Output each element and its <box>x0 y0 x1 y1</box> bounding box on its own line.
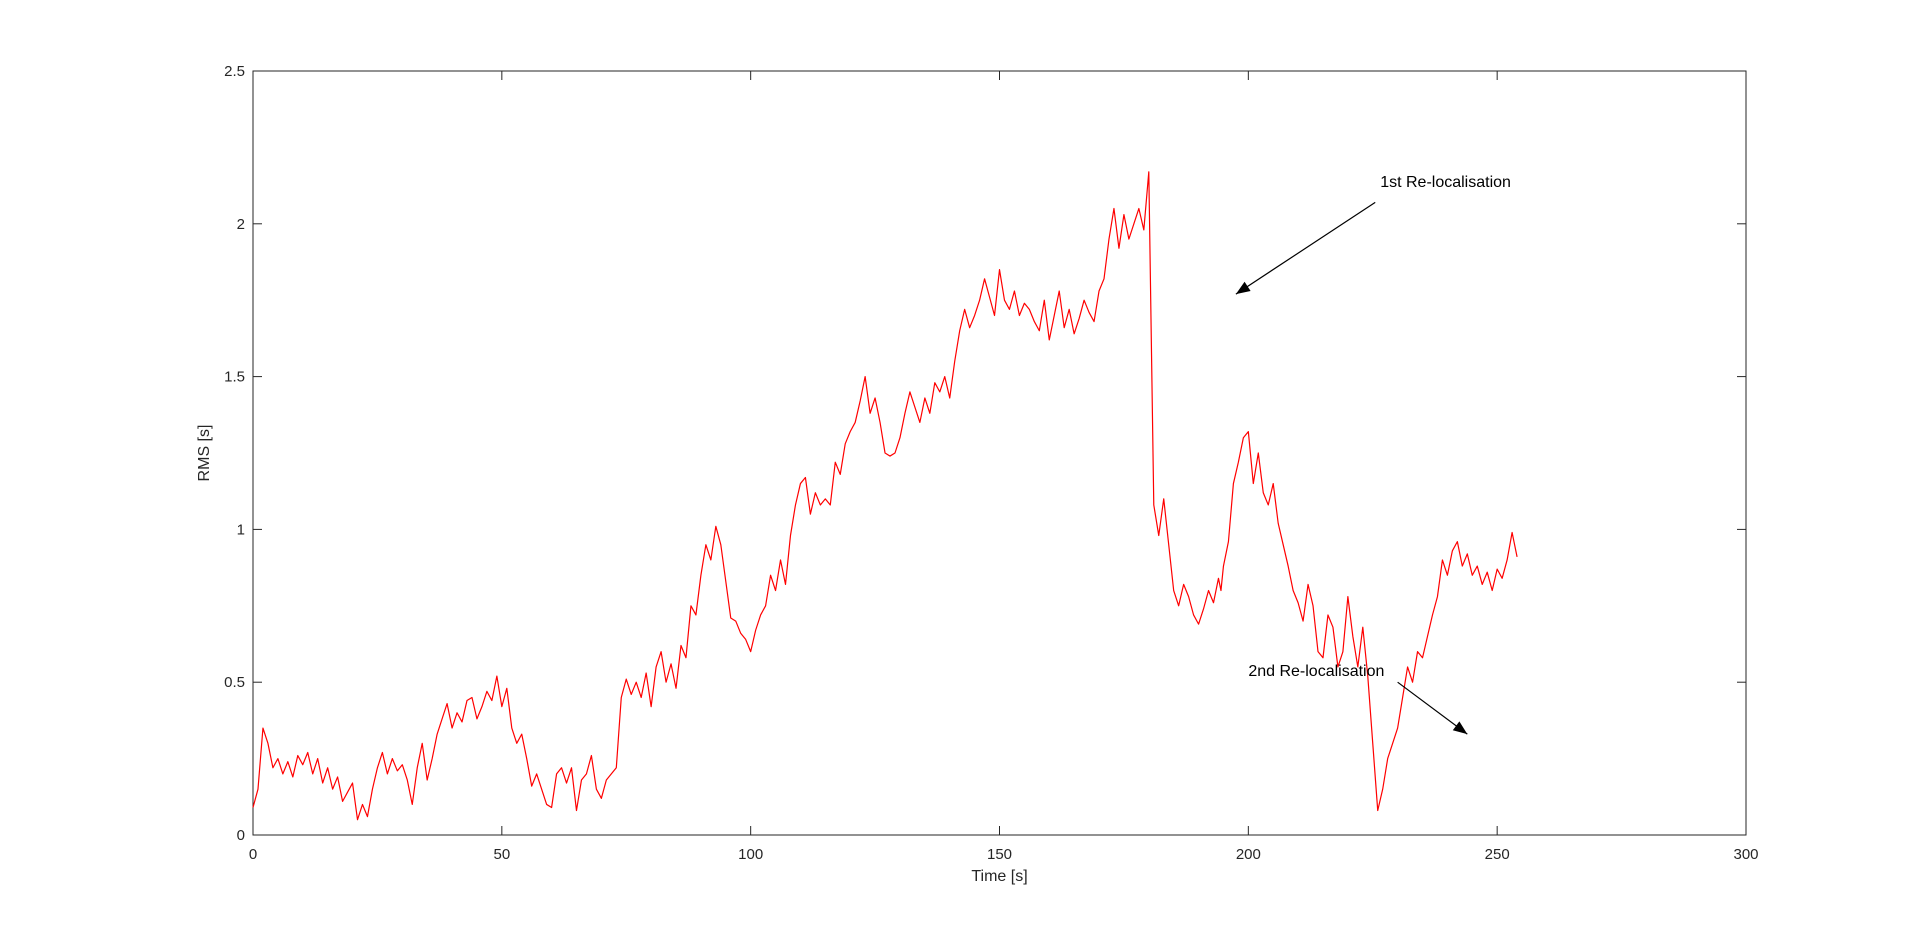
annotation-text: 1st Re-localisation <box>1380 174 1511 191</box>
x-axis-label: Time [s] <box>971 868 1027 885</box>
series-layer <box>252 171 1518 821</box>
y-axis-label: RMS [s] <box>196 425 213 482</box>
x-tick-label: 300 <box>1733 846 1758 863</box>
annotation-arrow-head <box>1452 721 1468 735</box>
plot-area <box>252 70 1747 836</box>
x-tick-label: 150 <box>987 846 1012 863</box>
y-tick-label: 2 <box>237 216 245 233</box>
annotation-arrow-head <box>1235 281 1251 295</box>
annotation-text: 2nd Re-localisation <box>1248 663 1384 680</box>
x-tick-label: 0 <box>249 846 257 863</box>
y-tick-label: 1 <box>237 521 245 538</box>
y-tick-label: 1.5 <box>224 369 245 386</box>
x-tick-label: 100 <box>738 846 763 863</box>
x-tick-label: 250 <box>1485 846 1510 863</box>
y-tick-label: 2.5 <box>224 63 245 80</box>
series-line-rms <box>252 171 1518 821</box>
axis-ticks: 0 50 100 150 200 250 300 0 0.5 1 1.5 2 2.5 <box>224 63 1758 863</box>
annotations: 1st Re-localisation 2nd Re-localisation <box>1235 174 1511 735</box>
annotation-arrow-line <box>1397 681 1468 735</box>
y-tick-label: 0 <box>237 827 245 844</box>
x-tick-label: 50 <box>493 846 510 863</box>
annotation-arrow-line <box>1235 201 1376 295</box>
y-tick-label: 0.5 <box>224 674 245 691</box>
x-tick-label: 200 <box>1236 846 1261 863</box>
